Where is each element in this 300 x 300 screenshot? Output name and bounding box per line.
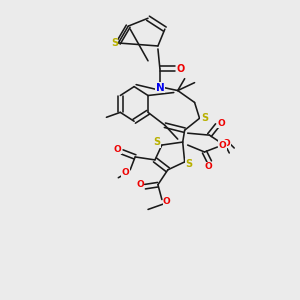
Text: O: O <box>205 162 212 171</box>
Text: O: O <box>136 180 144 189</box>
Text: O: O <box>163 197 171 206</box>
Text: S: S <box>111 38 118 48</box>
Text: O: O <box>113 145 121 154</box>
Text: O: O <box>218 140 226 149</box>
Text: S: S <box>185 159 192 169</box>
Text: N: N <box>155 82 164 93</box>
Text: S: S <box>201 113 208 123</box>
Text: O: O <box>122 168 129 177</box>
Text: O: O <box>218 119 225 128</box>
Text: O: O <box>222 139 230 148</box>
Text: S: S <box>153 137 161 147</box>
Text: O: O <box>177 64 185 74</box>
